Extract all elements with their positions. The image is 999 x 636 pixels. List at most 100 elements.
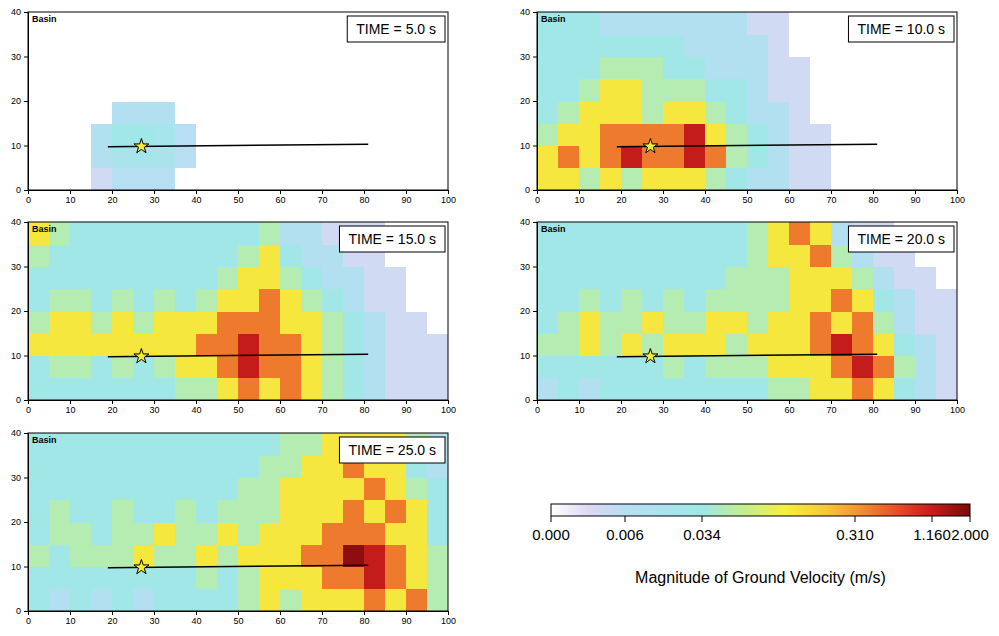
tick-label: 0 bbox=[16, 606, 21, 616]
heatmap-cell bbox=[537, 101, 559, 124]
heatmap-cell bbox=[28, 500, 50, 523]
heatmap-cell bbox=[70, 123, 92, 146]
heatmap-cell bbox=[385, 79, 407, 102]
heatmap-cell bbox=[600, 333, 622, 356]
heatmap-cell bbox=[133, 222, 155, 245]
heatmap-cell bbox=[133, 79, 155, 102]
heatmap-cell bbox=[91, 101, 113, 124]
heatmap-cell bbox=[175, 311, 197, 334]
heatmap-cell bbox=[301, 433, 323, 456]
heatmap-cell bbox=[91, 311, 113, 334]
heatmap-cell bbox=[364, 289, 386, 312]
heatmap-cell bbox=[322, 333, 344, 356]
tick-label: 60 bbox=[275, 195, 285, 205]
heatmap-cell bbox=[726, 311, 748, 334]
heatmap-cell bbox=[70, 311, 92, 334]
heatmap-cell bbox=[301, 123, 323, 146]
heatmap-cell bbox=[768, 311, 790, 334]
panel: 0102030405060708090100010203040BasinTIME… bbox=[11, 7, 456, 205]
tick-label: 60 bbox=[784, 195, 794, 205]
heatmap-cell bbox=[91, 356, 113, 379]
heatmap-cell bbox=[621, 123, 643, 146]
heatmap-cell bbox=[831, 57, 853, 80]
heatmap-cell bbox=[873, 289, 895, 312]
heatmap-cell bbox=[427, 101, 448, 124]
heatmap-cell bbox=[726, 356, 748, 379]
x-axis: 0102030405060708090100 bbox=[535, 190, 965, 205]
heatmap-cell bbox=[280, 146, 302, 169]
tick-label: 30 bbox=[520, 262, 530, 272]
heatmap-cell bbox=[558, 57, 580, 80]
x-tick: 90 bbox=[401, 611, 411, 626]
heatmap-cell bbox=[558, 146, 580, 169]
heatmap-cell bbox=[705, 79, 727, 102]
heatmap-cell bbox=[747, 57, 769, 80]
heatmap-cell bbox=[705, 378, 727, 400]
axis-line bbox=[29, 612, 449, 616]
heatmap-cell bbox=[873, 333, 895, 356]
tick-mark bbox=[112, 611, 113, 615]
heatmap-cell bbox=[936, 101, 957, 124]
heatmap-cell bbox=[579, 267, 601, 290]
heatmap-cell bbox=[406, 356, 428, 379]
heatmap-cell bbox=[259, 57, 281, 80]
heatmap-cell bbox=[28, 267, 50, 290]
heatmap-cell bbox=[810, 311, 832, 334]
heatmap-cell bbox=[537, 168, 559, 190]
y-tick: 10 bbox=[520, 351, 537, 361]
annotation: TIME = 10.0 s bbox=[857, 21, 945, 37]
heatmap-cell bbox=[600, 267, 622, 290]
heatmap-cell bbox=[322, 34, 344, 57]
heatmap-cell bbox=[663, 244, 685, 267]
heatmap-cell bbox=[579, 356, 601, 379]
heatmap-cell bbox=[915, 311, 937, 334]
heatmap-cell bbox=[112, 57, 134, 80]
heatmap-cell bbox=[196, 123, 218, 146]
heatmap-cell bbox=[70, 289, 92, 312]
tick-mark bbox=[24, 611, 28, 612]
heatmap-cell bbox=[406, 544, 428, 567]
tick-mark bbox=[154, 611, 155, 615]
heatmap-cell bbox=[600, 101, 622, 124]
x-tick: 0 bbox=[26, 190, 31, 205]
x-tick: 20 bbox=[107, 190, 117, 205]
heatmap-cell bbox=[621, 244, 643, 267]
axis-line bbox=[24, 13, 29, 191]
heatmap-cell bbox=[385, 544, 407, 567]
heatmap-cell bbox=[322, 478, 344, 501]
tick-label: 60 bbox=[275, 405, 285, 415]
heatmap-cell bbox=[196, 567, 218, 590]
heatmap-cell bbox=[621, 34, 643, 57]
heatmap-cell bbox=[642, 267, 664, 290]
heatmap-cell bbox=[238, 478, 260, 501]
heatmap-cell bbox=[217, 222, 239, 245]
heatmap-cell bbox=[217, 123, 239, 146]
heatmap-cell bbox=[810, 244, 832, 267]
heatmap-cell bbox=[894, 311, 916, 334]
y-tick: 10 bbox=[11, 141, 28, 151]
heatmap-cell bbox=[621, 146, 643, 169]
heatmap-cell bbox=[705, 101, 727, 124]
tick-label: 10 bbox=[65, 616, 75, 626]
tick-mark bbox=[533, 190, 537, 191]
heatmap-cell bbox=[385, 333, 407, 356]
heatmap-cell bbox=[301, 57, 323, 80]
heatmap-cell bbox=[663, 311, 685, 334]
tick-mark bbox=[579, 400, 580, 404]
heatmap-cell bbox=[385, 168, 407, 190]
heatmap-cell bbox=[579, 311, 601, 334]
heatmap-cell bbox=[49, 146, 71, 169]
heatmap-cell bbox=[789, 311, 811, 334]
heatmap-cell bbox=[831, 333, 853, 356]
heatmap-cell bbox=[238, 544, 260, 567]
heatmap-cell bbox=[936, 311, 957, 334]
heatmap-cell bbox=[364, 378, 386, 400]
tick-label: 100 bbox=[441, 195, 456, 205]
heatmap-cell bbox=[873, 267, 895, 290]
heatmap-cell bbox=[217, 311, 239, 334]
tick-mark bbox=[238, 611, 239, 615]
heatmap-cell bbox=[537, 356, 559, 379]
heatmap-cell bbox=[70, 12, 92, 35]
tick-mark bbox=[24, 311, 28, 312]
heatmap-cell bbox=[789, 356, 811, 379]
